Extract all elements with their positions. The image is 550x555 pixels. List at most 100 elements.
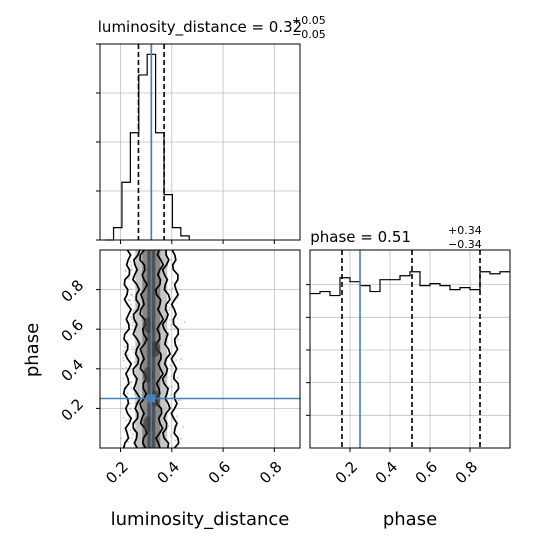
phase-xtick-label-0: 0.2 [332, 458, 362, 488]
joint-ytick-label-2: 0.6 [58, 316, 88, 346]
joint-sample-point [167, 424, 170, 427]
joint-sample-point [176, 317, 179, 320]
joint-sample-point [133, 393, 136, 396]
joint-sample-point [170, 375, 173, 378]
joint-sample-point [120, 437, 122, 440]
joint-contour-line-1 [131, 249, 142, 449]
joint-sample-point [168, 306, 171, 309]
ld-title: luminosity_distance = 0.32 [98, 18, 302, 37]
joint-sample-point [168, 385, 171, 388]
joint-sample-point [122, 377, 125, 380]
joint-sample-point [130, 265, 133, 268]
joint-contour-line-2 [139, 249, 149, 449]
joint-sample-point [132, 351, 135, 354]
joint-sample-point [127, 278, 130, 280]
joint-sample-point [122, 417, 125, 419]
joint-sample-point [170, 394, 172, 396]
joint-sample-point [130, 267, 133, 270]
phase-xtick-label-1: 0.4 [372, 458, 402, 488]
joint-sample-point [129, 402, 131, 405]
joint-sample-point [127, 298, 130, 301]
joint-sample-point [182, 425, 184, 428]
joint-sample-point [127, 417, 130, 420]
joint-sample-point [170, 353, 173, 356]
joint-sample-point [175, 415, 178, 418]
ld-title-minus: −0.05 [292, 28, 326, 41]
joint-sample-point [130, 263, 133, 266]
joint-sample-point [179, 344, 182, 347]
phase-histogram-panel: 0.2 0.4 0.6 0.8 [306, 249, 511, 488]
joint-sample-point [130, 387, 133, 389]
joint-ytick-label-1: 0.4 [58, 355, 88, 385]
joint-sample-point [169, 434, 172, 437]
joint-sample-point [131, 348, 133, 351]
joint-sample-point [130, 269, 133, 272]
joint-sample-point [122, 350, 125, 353]
joint-sample-point [176, 338, 179, 341]
joint-sample-point [132, 310, 135, 313]
joint-sample-point [171, 281, 174, 284]
joint-sample-point [133, 308, 136, 311]
joint-xtick-label-3: 0.8 [256, 458, 286, 488]
joint-sample-point [129, 429, 132, 432]
joint-sample-point [130, 381, 133, 384]
ld-hist-frame [99, 43, 301, 241]
joint-sample-point [131, 321, 134, 324]
joint-sample-point [175, 359, 177, 361]
joint-sample-point [170, 259, 172, 261]
joint-sample-point [127, 353, 129, 356]
x-axis-label-luminosity-distance: luminosity_distance [111, 509, 290, 530]
joint-sample-point [121, 367, 124, 370]
phase-histogram-step [310, 271, 510, 297]
joint-sample-point [125, 419, 127, 422]
joint-sample-point [123, 346, 126, 348]
joint-sample-point [127, 340, 129, 342]
joint-density-blob-3 [150, 341, 161, 357]
joint-sample-point [169, 324, 172, 327]
phase-xtick-label-3: 0.8 [452, 458, 482, 488]
joint-sample-point [130, 288, 133, 291]
joint-contour-line-4 [161, 249, 171, 449]
joint-sample-point [179, 399, 182, 401]
joint-sample-point [131, 324, 134, 327]
joint-sample-point [124, 269, 127, 272]
joint-sample-point [122, 356, 125, 359]
phase-xtick-label-2: 0.6 [412, 458, 442, 488]
joint-sample-point [177, 376, 179, 379]
joint-sample-point [171, 287, 174, 290]
ld-title-plus: +0.05 [292, 14, 326, 27]
joint-sample-point [130, 318, 133, 320]
joint-sample-point [170, 290, 172, 293]
phase-title-plus: +0.34 [448, 224, 482, 237]
phase-title-minus: −0.34 [448, 238, 482, 251]
joint-xtick-label-0: 0.2 [102, 458, 132, 488]
joint-sample-point [129, 260, 132, 263]
joint-sample-point [173, 327, 176, 330]
joint-sample-point [129, 315, 132, 318]
joint-xtick-label-2: 0.6 [205, 458, 235, 488]
joint-sample-point [180, 438, 183, 440]
joint-sample-point [183, 321, 186, 324]
joint-sample-point [133, 348, 136, 351]
y-axis-label-phase: phase [22, 323, 43, 377]
joint-sample-point [121, 407, 123, 410]
joint-sample-point [129, 299, 132, 302]
joint-sample-point [133, 299, 136, 302]
joint-sample-point [174, 439, 177, 442]
joint-sample-point [130, 437, 133, 439]
joint-sample-point [169, 364, 172, 367]
joint-sample-point [130, 303, 133, 306]
joint-sample-point [170, 417, 173, 420]
joint-scatter-panel: 0.2 0.4 0.6 0.8 0.2 0.4 0.6 0.8 [58, 249, 301, 488]
joint-sample-point [166, 406, 169, 409]
joint-sample-point [126, 392, 129, 395]
joint-sample-point [122, 359, 125, 362]
phase-hist-frame [309, 249, 511, 449]
joint-sample-point [177, 399, 180, 402]
joint-sample-point [131, 316, 134, 318]
joint-sample-point [127, 440, 129, 443]
luminosity-distance-histogram-panel [96, 43, 301, 244]
ld-title-main: luminosity_distance = 0.32 [98, 18, 302, 37]
joint-sample-point [169, 355, 172, 358]
